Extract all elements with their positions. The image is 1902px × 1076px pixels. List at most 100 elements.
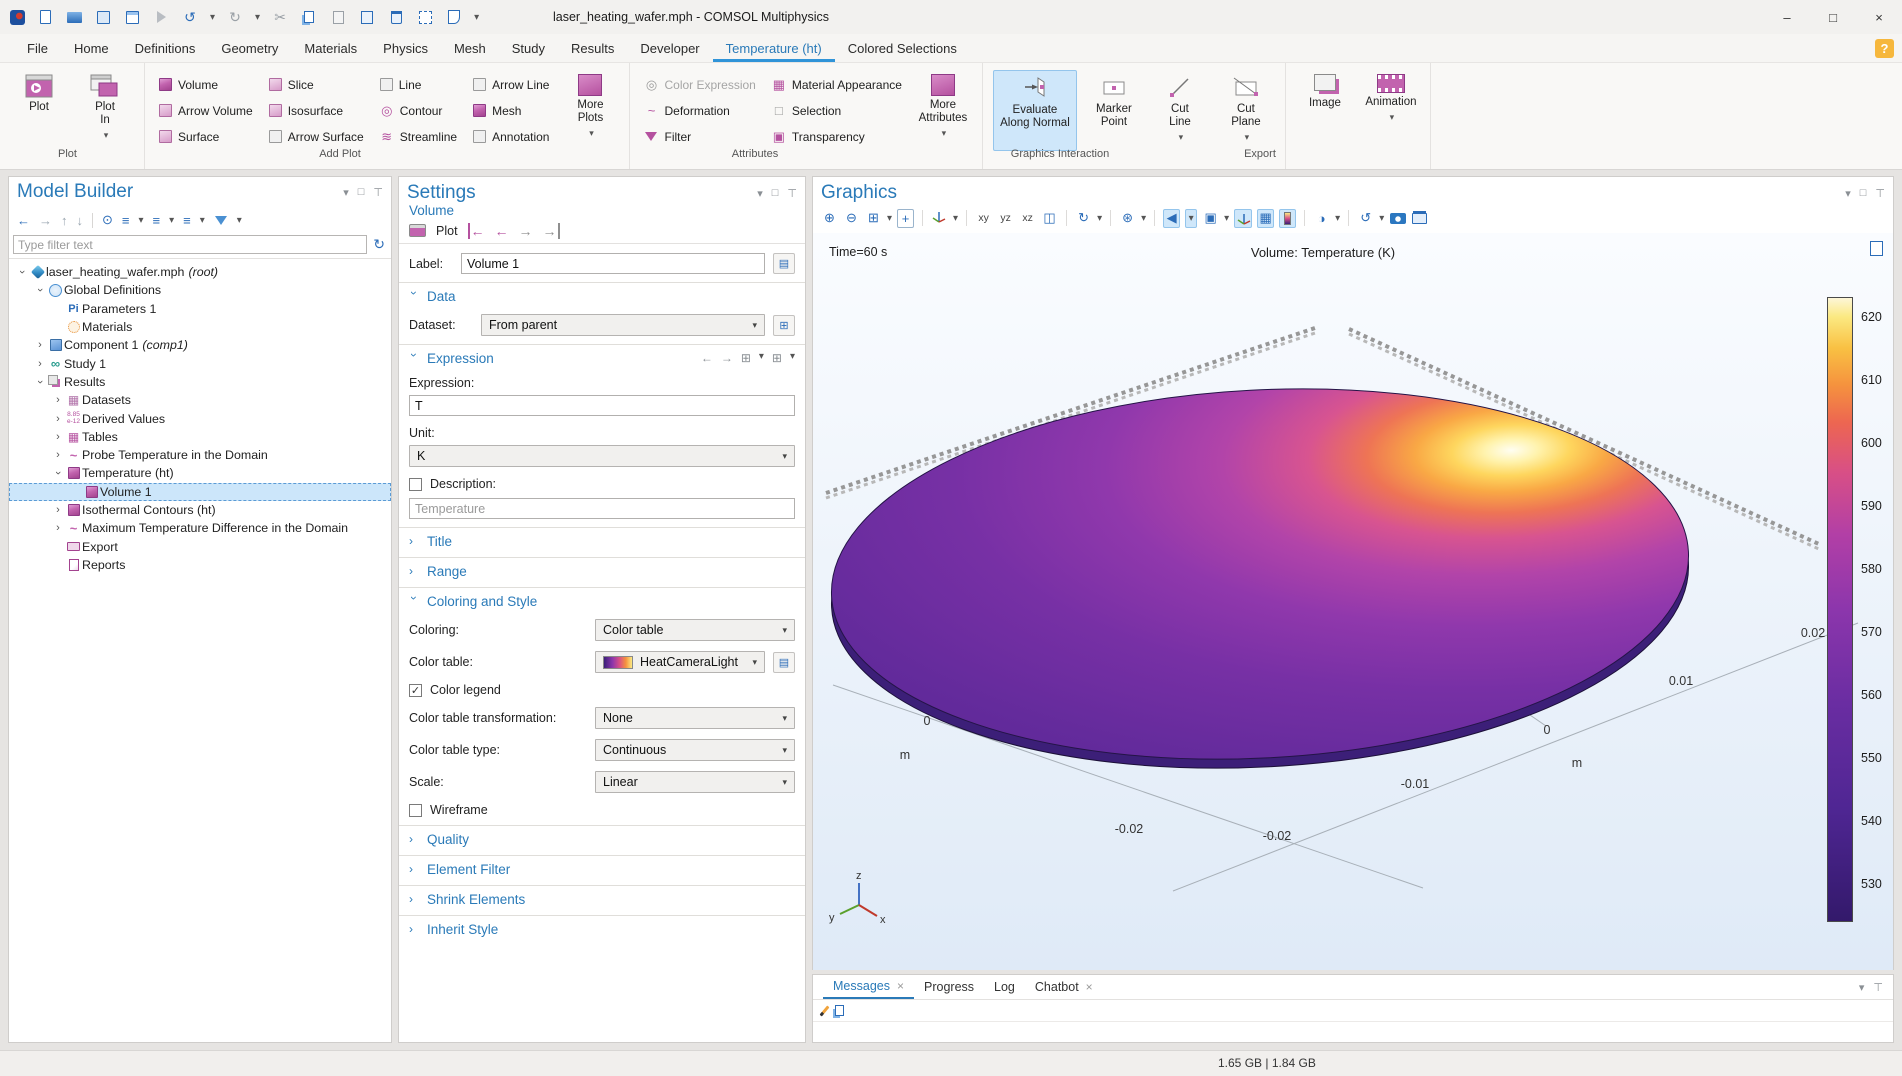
minimize-button[interactable]: – bbox=[1764, 0, 1810, 34]
tree-item-results[interactable]: ›Results bbox=[9, 373, 391, 391]
qat-customize-icon[interactable]: ▾ bbox=[474, 12, 479, 23]
filter-refresh-icon[interactable]: ↻ bbox=[373, 236, 385, 253]
tree-down-icon[interactable]: ↓ bbox=[77, 213, 84, 228]
redo-caret-icon[interactable]: ▾ bbox=[255, 12, 260, 23]
expression-input[interactable] bbox=[409, 395, 795, 416]
rotate-view-icon[interactable]: ↻ bbox=[1075, 209, 1092, 228]
color-table-options-button[interactable]: ▤ bbox=[773, 652, 795, 673]
zoom-box-icon[interactable]: ⊞ bbox=[865, 209, 882, 228]
wireframe-checkbox[interactable] bbox=[409, 804, 422, 817]
redo-icon[interactable]: ↻ bbox=[226, 8, 244, 26]
settings-plot-button[interactable]: Plot bbox=[436, 224, 458, 238]
view-yz-icon[interactable]: yz bbox=[1000, 212, 1011, 224]
open-file-icon[interactable] bbox=[65, 8, 83, 26]
copy-messages-icon[interactable] bbox=[835, 1005, 844, 1016]
unit-select[interactable]: K▾ bbox=[409, 445, 795, 467]
copy-icon[interactable] bbox=[300, 8, 318, 26]
save-as-icon[interactable] bbox=[123, 8, 141, 26]
ribbon-button-contour[interactable]: ◎Contour bbox=[376, 98, 461, 123]
plot-next-icon[interactable]: → bbox=[519, 223, 533, 239]
evaluate-along-normal-button[interactable]: Evaluate Along Normal bbox=[993, 70, 1077, 151]
settings-menu-caret-icon[interactable]: ▾ bbox=[757, 187, 763, 200]
graphics-canvas[interactable]: Time=60 s Volume: Temperature (K) bbox=[813, 233, 1893, 970]
collapse-list-icon[interactable]: ≡ bbox=[153, 213, 161, 228]
tab-temperature-ht[interactable]: Temperature (ht) bbox=[713, 34, 835, 62]
description-input[interactable] bbox=[409, 498, 795, 519]
zoom-out-icon[interactable]: ⊖ bbox=[843, 209, 860, 228]
tree-forward-icon[interactable]: → bbox=[39, 213, 52, 228]
tree-item-volume1[interactable]: Volume 1 bbox=[9, 483, 391, 501]
tree-item-root[interactable]: ›laser_heating_wafer.mph(root) bbox=[9, 263, 391, 281]
help-button[interactable]: ? bbox=[1875, 39, 1894, 58]
plot-previous-icon[interactable]: ← bbox=[495, 223, 509, 239]
go-to-view-caret-icon[interactable]: ▾ bbox=[953, 213, 958, 224]
tab-developer[interactable]: Developer bbox=[627, 34, 712, 62]
show-color-legend-toggle[interactable] bbox=[1279, 209, 1296, 228]
tab-file[interactable]: File bbox=[14, 34, 61, 62]
tab-home[interactable]: Home bbox=[61, 34, 122, 62]
section-range[interactable]: › Range bbox=[399, 557, 805, 584]
coloring-select[interactable]: Color table▾ bbox=[595, 619, 795, 641]
label-input[interactable] bbox=[461, 253, 765, 274]
graphics-float-icon[interactable]: □ bbox=[1860, 187, 1867, 200]
graphics-pin-icon[interactable]: ⊤ bbox=[1875, 187, 1885, 200]
ribbon-button-isosurface[interactable]: Isosurface bbox=[265, 98, 368, 123]
update-plot-icon[interactable]: ↺ bbox=[1357, 209, 1374, 228]
tab-log[interactable]: Log bbox=[984, 975, 1025, 999]
expand-list-caret-icon[interactable]: ▾ bbox=[139, 215, 144, 226]
section-data[interactable]: › Data bbox=[399, 282, 805, 309]
label-options-button[interactable]: ▤ bbox=[773, 253, 795, 274]
chatbot-close-icon[interactable]: × bbox=[1086, 980, 1093, 994]
panel-menu-caret-icon[interactable]: ▾ bbox=[343, 186, 349, 199]
graphics-menu-caret-icon[interactable]: ▾ bbox=[1845, 187, 1851, 200]
expand-list-icon[interactable]: ≡ bbox=[122, 213, 130, 228]
tab-chatbot[interactable]: Chatbot× bbox=[1025, 975, 1103, 999]
panel-pin-icon[interactable]: ⊤ bbox=[373, 186, 383, 199]
undo-icon[interactable]: ↺ bbox=[181, 8, 199, 26]
color-table-transformation-select[interactable]: None▾ bbox=[595, 707, 795, 729]
plot-first-icon[interactable]: ← bbox=[468, 223, 485, 239]
section-quality[interactable]: › Quality bbox=[399, 825, 805, 852]
tab-physics[interactable]: Physics bbox=[370, 34, 441, 62]
tab-progress[interactable]: Progress bbox=[914, 975, 984, 999]
new-file-icon[interactable] bbox=[36, 8, 54, 26]
environment-caret-icon[interactable]: ▾ bbox=[1224, 213, 1229, 224]
panel-float-icon[interactable]: □ bbox=[358, 186, 365, 199]
section-title[interactable]: › Title bbox=[399, 527, 805, 554]
scale-select[interactable]: Linear▾ bbox=[595, 771, 795, 793]
tree-filter-caret-icon[interactable]: ▾ bbox=[237, 215, 242, 226]
show-grid-toggle[interactable]: ▦ bbox=[1257, 209, 1274, 228]
model-tree-node-caret-icon[interactable]: ▾ bbox=[200, 215, 205, 226]
orthographic-projection-icon[interactable]: ◫ bbox=[1041, 209, 1058, 228]
cut-plane-button[interactable]: Cut Plane ▾ bbox=[1217, 70, 1275, 151]
color-theme-caret-icon[interactable]: ▾ bbox=[1335, 213, 1340, 224]
animation-export-button[interactable]: Animation ▾ bbox=[1362, 70, 1420, 151]
color-legend-checkbox[interactable]: ✓ bbox=[409, 684, 422, 697]
section-element-filter[interactable]: › Element Filter bbox=[399, 855, 805, 882]
messages-close-icon[interactable]: × bbox=[897, 979, 904, 993]
ribbon-button-arrow-volume[interactable]: Arrow Volume bbox=[155, 98, 257, 123]
maximize-button[interactable]: □ bbox=[1810, 0, 1856, 34]
tree-filter-icon[interactable] bbox=[215, 216, 227, 225]
collapse-list-caret-icon[interactable]: ▾ bbox=[169, 215, 174, 226]
import-icon[interactable] bbox=[358, 8, 376, 26]
plot-in-button[interactable]: Plot In ▾ bbox=[76, 70, 134, 151]
image-export-button[interactable]: Image bbox=[1296, 70, 1354, 151]
ribbon-button-slice[interactable]: Slice bbox=[265, 72, 368, 97]
tree-item-parameters[interactable]: PiParameters 1 bbox=[9, 300, 391, 318]
messages-pin-icon[interactable]: ⊤ bbox=[1873, 981, 1883, 994]
cut-icon[interactable]: ✂ bbox=[271, 8, 289, 26]
expr-replace-icon[interactable]: ⊞ bbox=[772, 351, 782, 365]
ribbon-button-annotation[interactable]: Annotation bbox=[469, 124, 553, 149]
color-theme-icon[interactable]: ◑ bbox=[1313, 209, 1330, 228]
delete-icon[interactable] bbox=[387, 8, 405, 26]
snapshot-icon[interactable] bbox=[1389, 209, 1406, 228]
description-checkbox[interactable] bbox=[409, 478, 422, 491]
view-xy-icon[interactable]: xy bbox=[978, 212, 989, 224]
dataset-options-button[interactable]: ⊞ bbox=[773, 315, 795, 336]
tree-item-reports[interactable]: Reports bbox=[9, 556, 391, 574]
tab-study[interactable]: Study bbox=[499, 34, 558, 62]
tree-item-max-temp-difference[interactable]: ›~Maximum Temperature Difference in the … bbox=[9, 519, 391, 537]
dataset-select[interactable]: From parent▾ bbox=[481, 314, 765, 336]
marker-point-button[interactable]: Marker Point bbox=[1085, 70, 1143, 151]
